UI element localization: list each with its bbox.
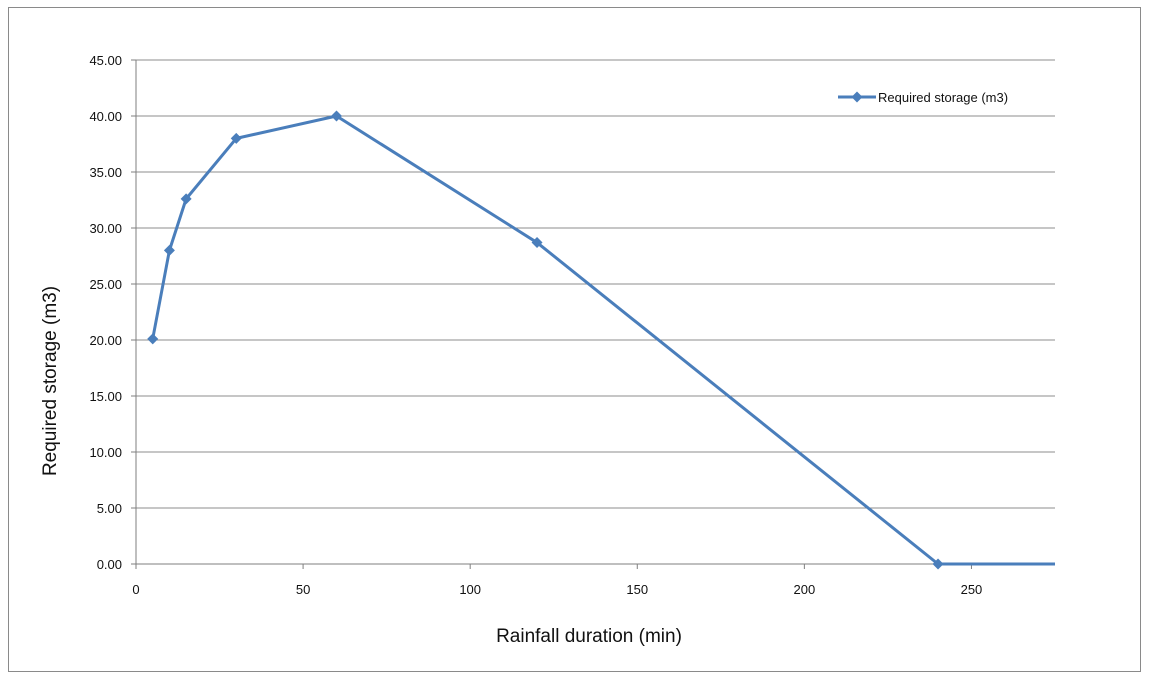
x-tick-labels: 0 50 100 150 200 250 <box>132 582 982 597</box>
y-tick-label: 35.00 <box>89 165 122 180</box>
series-layer <box>147 110 1055 570</box>
data-point-marker <box>230 132 242 144</box>
y-tick-labels: 0.00 5.00 10.00 15.00 20.00 25.00 30.00 35.00 40… <box>89 53 122 572</box>
data-point-marker <box>932 558 944 570</box>
y-tick-label: 5.00 <box>97 501 122 516</box>
data-point-marker <box>531 237 543 249</box>
legend-marker <box>851 91 863 103</box>
data-point-marker <box>180 193 192 205</box>
data-point-marker <box>331 110 343 122</box>
legend-label: Required storage (m3) <box>878 90 1008 105</box>
x-tick-label: 0 <box>132 582 139 597</box>
y-tick-label: 0.00 <box>97 557 122 572</box>
x-axis-title: Rainfall duration (min) <box>496 626 682 647</box>
y-axis-title: Required storage (m3) <box>40 286 61 476</box>
y-tick-label: 45.00 <box>89 53 122 68</box>
x-tick-label: 100 <box>459 582 481 597</box>
x-tick-label: 250 <box>961 582 983 597</box>
x-tick-label: 50 <box>296 582 310 597</box>
x-tick-label: 200 <box>794 582 816 597</box>
y-tick-label: 15.00 <box>89 389 122 404</box>
y-tick-label: 10.00 <box>89 445 122 460</box>
y-tick-label: 20.00 <box>89 333 122 348</box>
legend: Required storage (m3) <box>838 90 1008 105</box>
axes <box>131 59 1055 569</box>
y-tick-label: 30.00 <box>89 221 122 236</box>
gridlines <box>136 59 1055 509</box>
series-line <box>151 114 1055 566</box>
y-tick-label: 40.00 <box>89 109 122 124</box>
data-point-marker <box>147 333 159 345</box>
data-point-marker <box>163 244 175 256</box>
x-tick-label: 150 <box>626 582 648 597</box>
y-tick-label: 25.00 <box>89 277 122 292</box>
